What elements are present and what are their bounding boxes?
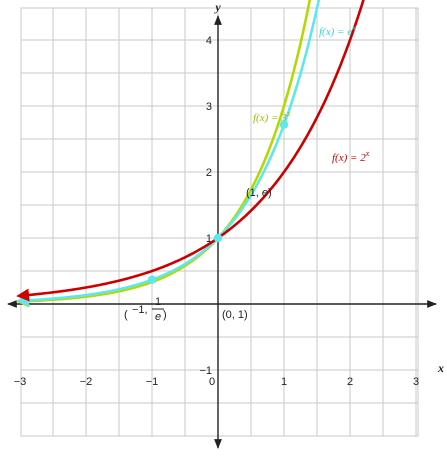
function-curves (16, 0, 375, 308)
label-f-e-x: f(x) = ex (319, 23, 356, 38)
label-paren-open: ( (124, 309, 128, 321)
curve-base-e (16, 0, 329, 307)
point-label-neg1-1-over-e: ( −1, 1 e) (124, 296, 167, 323)
x-axis-label: x (437, 361, 444, 375)
label-numerator: 1 (155, 296, 161, 308)
point-marker (213, 233, 223, 243)
x-tick-label: −2 (80, 376, 93, 388)
label-f-3-x: f(x) = 3x (253, 109, 291, 124)
label-prefix: −1, (132, 304, 148, 316)
labeled-points: (0, 1) (1, e) ( −1, 1 e) (124, 120, 289, 323)
point-marker (279, 120, 289, 129)
x-tick-label: 1 (281, 376, 287, 388)
curve-base-2 (16, 0, 375, 302)
axes: xy (7, 0, 444, 449)
x-tick-label: −1 (146, 376, 159, 388)
x-tick-label: 2 (347, 376, 353, 388)
y-tick-label: 2 (206, 167, 212, 179)
label-denominator: e (155, 311, 161, 323)
point-label-0-1: (0, 1) (222, 309, 248, 321)
y-tick-label: 4 (206, 35, 212, 47)
point-marker (147, 275, 157, 284)
y-axis-label: y (213, 0, 221, 14)
grid-lines (20, 7, 419, 437)
x-tick-label: 0 (209, 376, 215, 388)
x-tick-label: −3 (14, 376, 27, 388)
x-tick-label: 3 (413, 376, 419, 388)
grid-border (20, 7, 419, 437)
label-f-2-x: f(x) = 2x (332, 149, 370, 164)
label-paren-close: ) (163, 309, 167, 321)
point-label-1-e: (1, e) (246, 187, 272, 199)
function-labels: f(x) = ex f(x) = 3x f(x) = 2x (253, 23, 370, 164)
curve-base-3 (16, 0, 320, 308)
y-tick-label: 3 (206, 101, 212, 113)
y-tick-label: −1 (199, 365, 212, 377)
